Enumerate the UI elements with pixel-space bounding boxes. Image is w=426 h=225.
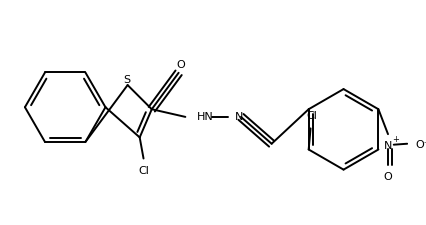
Text: HN: HN — [197, 111, 213, 122]
Text: O⁻: O⁻ — [415, 139, 426, 149]
Text: +: + — [392, 135, 399, 144]
Text: Cl: Cl — [138, 165, 149, 175]
Text: N: N — [384, 140, 392, 150]
Text: O: O — [176, 60, 185, 70]
Text: S: S — [123, 75, 130, 85]
Text: Cl: Cl — [306, 110, 317, 120]
Text: O: O — [384, 172, 392, 182]
Text: N: N — [235, 111, 244, 122]
